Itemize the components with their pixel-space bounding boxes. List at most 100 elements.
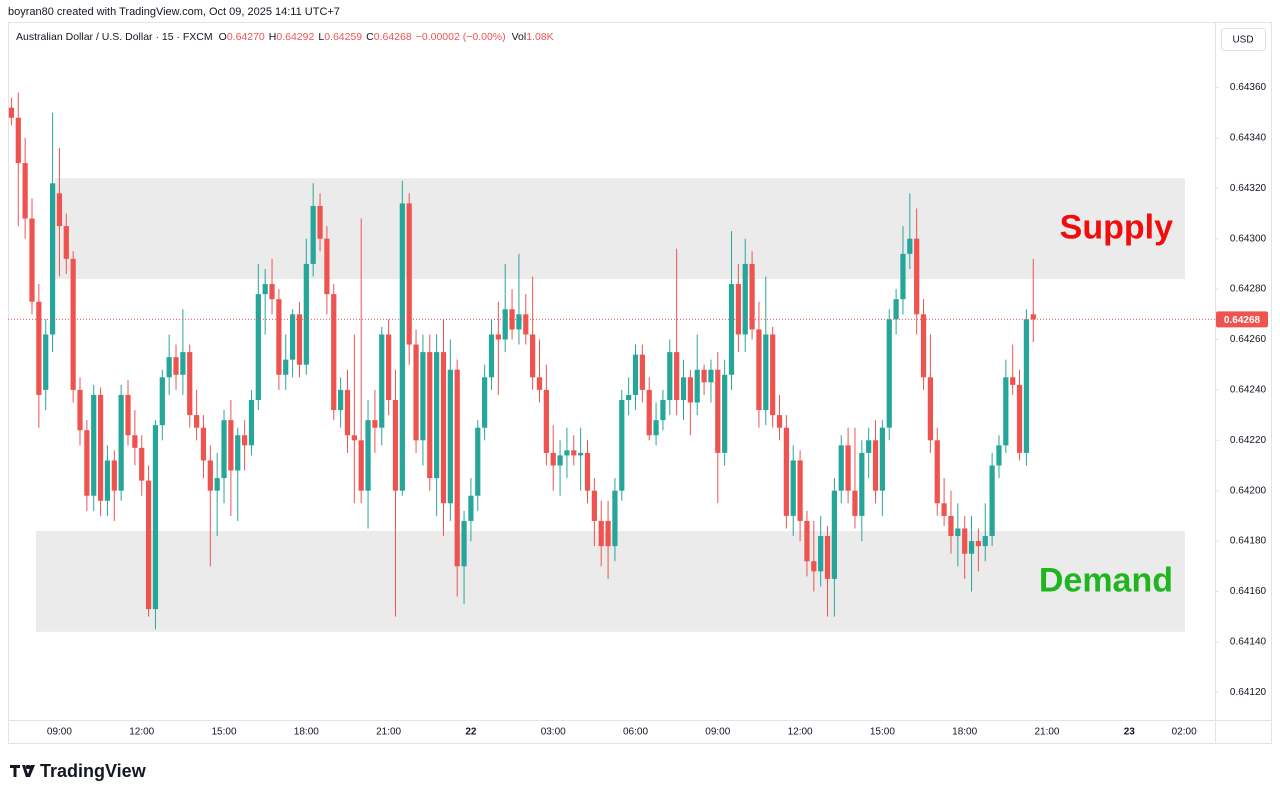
candle-body — [646, 389, 652, 436]
last-price-box — [1216, 311, 1268, 328]
candles — [8, 92, 1036, 630]
candle-body — [351, 435, 357, 441]
candle-body — [468, 495, 474, 521]
candle-body — [36, 301, 42, 395]
candle-body — [955, 528, 961, 537]
candle-body — [962, 528, 968, 554]
candle-body — [975, 541, 982, 547]
candle-body — [660, 399, 666, 421]
candle-body — [283, 359, 289, 375]
candle-body — [914, 238, 920, 315]
brand: TradingView — [40, 761, 147, 781]
candle-body — [440, 352, 447, 504]
candle-body — [893, 299, 899, 320]
candle-body — [331, 294, 337, 411]
candle-body — [790, 460, 796, 516]
candle-body — [941, 503, 947, 516]
logo-stroke — [27, 765, 35, 777]
candle-body — [749, 263, 755, 330]
candle-body — [338, 389, 344, 411]
candle-body — [804, 520, 810, 562]
candle-body — [866, 440, 872, 453]
candle-body — [118, 394, 124, 491]
candle-body — [269, 284, 275, 300]
x-tick-label: 12:00 — [129, 727, 154, 738]
candle-body — [735, 284, 741, 335]
candle-body — [262, 284, 268, 295]
candle-body — [968, 541, 975, 554]
legend-title: Australian Dollar / U.S. Dollar · 15 · F… — [16, 31, 213, 43]
candle-body — [653, 420, 659, 436]
candle-body — [674, 352, 680, 400]
candle-body — [420, 352, 426, 441]
x-tick-label: 06:00 — [623, 727, 648, 738]
candle-body — [475, 427, 481, 496]
candle-body — [598, 520, 604, 547]
candle-body — [1030, 314, 1036, 320]
candle-body — [427, 352, 433, 479]
candle-body — [303, 263, 309, 365]
brand-logo: TradingView — [10, 761, 147, 781]
legend-value: 0.64270 — [227, 31, 265, 43]
candle-body — [728, 284, 735, 375]
currency-box[interactable] — [1221, 28, 1266, 51]
candle-body — [56, 193, 63, 227]
candle-body — [859, 452, 865, 516]
candle-body — [742, 263, 748, 335]
candle-body — [900, 253, 906, 300]
candle-body — [482, 377, 488, 428]
candle-body — [43, 334, 49, 390]
candle-body — [927, 377, 934, 441]
candle-body — [413, 344, 419, 441]
legend-key: Vol — [512, 31, 527, 43]
candle-body — [63, 226, 69, 259]
candle-body — [845, 445, 851, 491]
candle-body — [632, 354, 639, 395]
y-tick-label: 0.64120 — [1230, 687, 1267, 698]
candle-body — [776, 415, 783, 428]
y-tick-label: 0.64340 — [1230, 133, 1267, 144]
legend-key: H — [269, 31, 277, 43]
credit: boyran80 created with TradingView.com, O… — [8, 6, 340, 18]
y-tick-label: 0.64260 — [1230, 334, 1267, 345]
candle-body — [989, 465, 995, 537]
candle-body — [1023, 319, 1030, 453]
candle-body — [612, 490, 618, 547]
candle-body — [22, 163, 28, 219]
candle-body — [139, 447, 145, 481]
chart-frame — [8, 22, 1272, 744]
legend: Australian Dollar / U.S. Dollar · 15 · F… — [16, 31, 554, 43]
legend-value: 0.64292 — [276, 31, 314, 43]
candle-body — [91, 394, 97, 496]
zone-label: Demand — [1039, 561, 1173, 599]
candle-body — [523, 314, 529, 335]
candle-body — [701, 369, 707, 383]
candle-body — [872, 440, 879, 491]
candle-body — [241, 435, 248, 446]
candle-body — [248, 399, 255, 446]
candle-body — [564, 450, 570, 456]
x-tick-label: 09:00 — [47, 727, 72, 738]
candle-body — [550, 452, 556, 466]
candle-body — [756, 329, 762, 411]
legend-key: O — [219, 31, 227, 43]
candle-body — [667, 352, 673, 400]
candle-body — [536, 377, 543, 390]
candle-body — [687, 377, 693, 403]
x-tick-label: 02:00 — [1172, 727, 1197, 738]
candle-body — [811, 561, 817, 572]
candle-body — [838, 445, 844, 491]
candle-body — [996, 445, 1002, 466]
candle-body — [8, 107, 15, 118]
legend-key: L — [318, 31, 324, 43]
candle-body — [584, 452, 591, 491]
last-price-label: 0.64268 — [1224, 315, 1261, 326]
legend-value: 1.08K — [526, 31, 553, 43]
candle-body — [49, 183, 56, 335]
y-tick-label: 0.64320 — [1230, 183, 1267, 194]
candle-body — [228, 420, 234, 471]
candle-body — [886, 319, 892, 428]
candle-body — [797, 460, 803, 521]
